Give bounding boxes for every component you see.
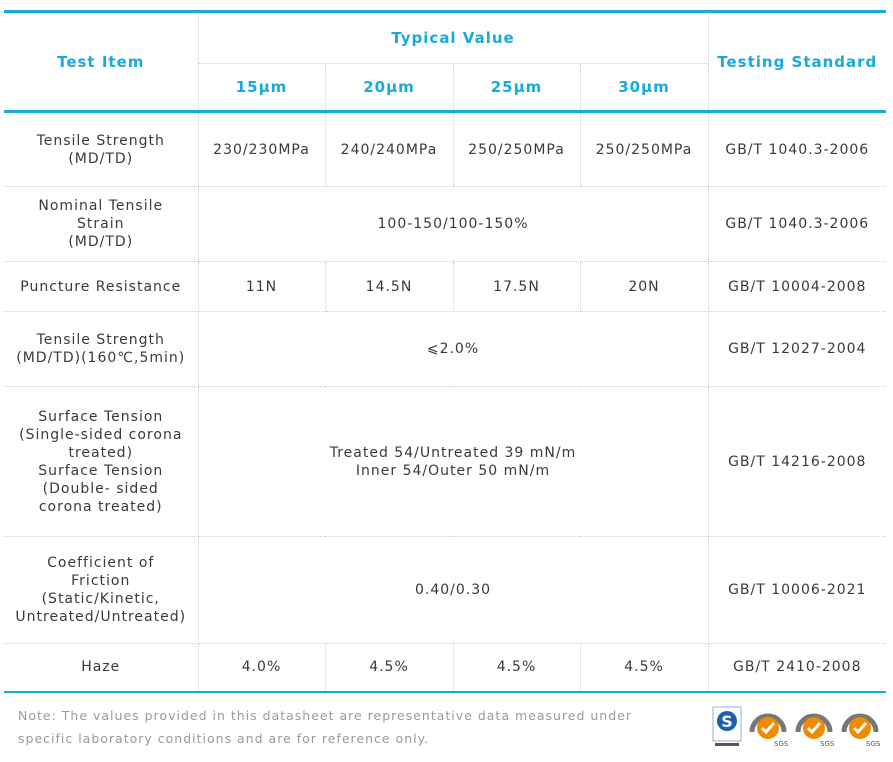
merged-value-cell-line: 0.40/0.30 (414, 582, 492, 598)
svg-text:S: S (721, 712, 733, 731)
standard-cell: GB/T 14216-2008 (707, 386, 887, 537)
test-item-cell-line: Puncture Resistance (20, 278, 182, 295)
sgs-iso22000-badge-icon: SGS (795, 713, 834, 748)
footnote: Note: The values provided in this datash… (18, 708, 632, 746)
standard-cell: GB/T 10006-2021 (707, 536, 887, 644)
merged-value-cell-line: Inner 54/Outer 50 mN/m (355, 462, 551, 479)
merged-value-cell-line: 100-150/100-150% (377, 216, 529, 232)
header-thickness: 25μm (452, 63, 581, 113)
test-item-cell: Tensile Strength (MD/TD)(160℃,5min) (4, 311, 199, 387)
test-item-cell-line: (Single-sided corona (19, 426, 183, 443)
table-row: Haze 4.0% 4.5% 4.5% 4.5% GB/T 2410-2008 (4, 643, 887, 693)
test-item-cell-line: Surface Tension (38, 462, 164, 479)
table-row: Tensile Strength (MD/TD)(160℃,5min) ⩽2.0% G… (4, 311, 887, 387)
header-test-item: Test Item (4, 10, 199, 113)
value-cell: 11N (197, 261, 326, 312)
standard-cell: GB/T 1040.3-2006 (707, 186, 887, 262)
test-item-cell-line: (MD/TD)(160℃,5min) (16, 350, 186, 366)
test-item-cell-line: Strain (77, 216, 125, 232)
spec-table: Test Item Typical Value Testing Standard… (4, 10, 887, 693)
value-cell: 20N (579, 261, 709, 312)
test-item-cell-line: treated) (68, 444, 134, 461)
merged-value-cell-line: Treated 54/Untreated 39 mN/m (329, 444, 577, 461)
value-cell: 230/230MPa (197, 111, 326, 187)
table-row: Surface Tension (Single-sided corona treat… (4, 386, 887, 537)
merged-value-cell: Treated 54/Untreated 39 mN/m Inner 54/Out… (197, 386, 709, 537)
test-item-cell-line: (MD/TD) (68, 150, 134, 167)
value-cell: 4.5% (324, 643, 454, 693)
header-typical-value: Typical Value (197, 10, 709, 64)
header-thickness: 30μm (579, 63, 709, 113)
merged-value-cell: ⩽2.0% (197, 311, 709, 387)
value-cell: 14.5N (324, 261, 454, 312)
value-cell: 17.5N (452, 261, 581, 312)
svg-text:SGS: SGS (866, 740, 880, 748)
header-testing-standard: Testing Standard (707, 10, 887, 113)
merged-value-cell: 100-150/100-150% (197, 186, 709, 262)
svg-text:SGS: SGS (774, 740, 788, 748)
standard-cell: GB/T 2410-2008 (707, 643, 887, 693)
header-thickness: 20μm (324, 63, 454, 113)
test-item-cell: Tensile Strength (MD/TD) (4, 111, 199, 187)
table-row: Puncture Resistance 11N 14.5N 17.5N 20N GB/T … (4, 261, 887, 312)
merged-value-cell: 0.40/0.30 (197, 536, 709, 644)
table-row: Coefficient of Friction (Static/Kinetic, Un… (4, 536, 887, 644)
standard-cell: GB/T 1040.3-2006 (707, 111, 887, 187)
svg-text:SGS: SGS (820, 740, 834, 748)
test-item-cell-line: (Static/Kinetic, (41, 591, 160, 607)
test-item-cell: Haze (4, 643, 199, 693)
table-row: Nominal Tensile Strain (MD/TD) 100-150/100-… (4, 186, 887, 262)
value-cell: 4.0% (197, 643, 326, 693)
test-item-cell: Puncture Resistance (4, 261, 199, 312)
test-item-cell-line: Coefficient of (47, 555, 155, 571)
table-row: Tensile Strength (MD/TD) 230/230MPa 240/240… (4, 111, 887, 187)
test-item-cell: Surface Tension (Single-sided corona treat… (4, 386, 199, 537)
value-cell: 4.5% (452, 643, 581, 693)
merged-value-cell-line: ⩽2.0% (426, 341, 480, 357)
value-cell: 250/250MPa (579, 111, 709, 187)
header-thickness: 15μm (198, 63, 326, 113)
test-item-cell-line: Tensile Strength (36, 332, 165, 348)
value-cell: 250/250MPa (452, 111, 581, 187)
standard-cell: GB/T 12027-2004 (707, 311, 887, 387)
test-item-cell-line: Friction (71, 573, 131, 589)
test-item-cell-line: Surface Tension (38, 408, 164, 425)
test-item-cell: Nominal Tensile Strain (MD/TD) (4, 186, 199, 262)
sgs-iso14001-badge-icon: SGS (841, 713, 880, 748)
sgs-iso9001-badge-icon: SGS (749, 713, 788, 748)
standard-cell: GB/T 10004-2008 (707, 261, 887, 312)
certification-logos: S SGS SGS SGS (712, 706, 880, 748)
test-item-cell-line: corona treated) (38, 498, 163, 515)
value-cell: 4.5% (579, 643, 709, 693)
qs-logo-icon: S (712, 706, 742, 746)
test-item-cell-line: (MD/TD) (68, 234, 134, 250)
value-cell: 240/240MPa (324, 111, 454, 187)
test-item-cell-line: Tensile Strength (36, 132, 165, 149)
test-item-cell: Coefficient of Friction (Static/Kinetic, Un… (4, 536, 199, 644)
test-item-cell-line: (Double- sided (42, 480, 159, 497)
test-item-cell-line: Haze (81, 659, 121, 676)
test-item-cell-line: Untreated/Untreated) (15, 609, 187, 625)
test-item-cell-line: Nominal Tensile (38, 198, 164, 214)
